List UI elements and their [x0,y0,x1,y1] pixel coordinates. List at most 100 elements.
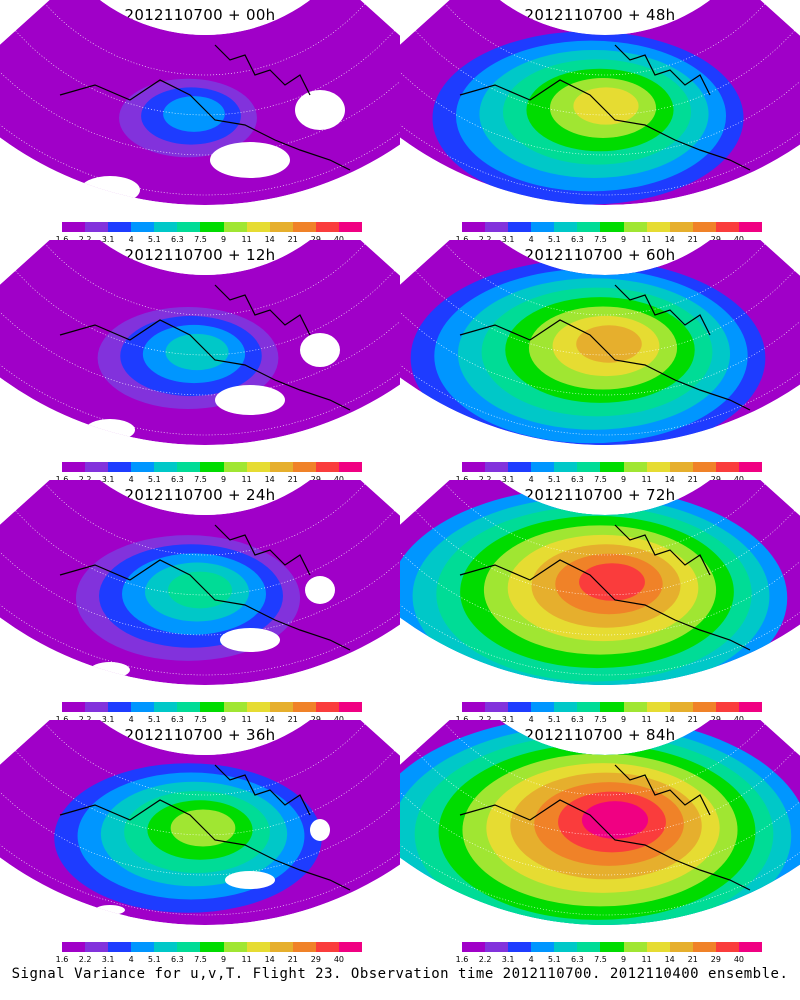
missing-data-region [85,419,135,441]
latitude-line [15,30,395,116]
colorbar-swatch [600,462,624,472]
colorbar-tick-label: 5.1 [147,955,161,964]
colorbar-swatch [531,942,555,952]
colorbar-swatch [715,702,739,712]
colorbar-swatch [577,942,601,952]
missing-data-region [220,628,280,652]
colorbar-swatch [669,222,693,232]
latitude-line [400,364,800,436]
latitude-line [0,364,400,436]
colorbar-swatch [154,222,178,232]
panel-title: 2012110700 + 84h [524,726,676,744]
map-panel: 2012110700 + 00h1.62.23.145.16.37.591114… [0,0,400,250]
map-panel: 2012110700 + 12h1.62.23.145.16.37.591114… [0,240,400,490]
latitude-line [415,270,795,356]
colorbar-tick-label: 6.3 [571,235,584,244]
map-panel: 2012110700 + 48h1.62.23.145.16.37.591114… [400,0,800,250]
contour-region [573,87,639,125]
colorbar-swatch [246,462,270,472]
colorbar-tick-label: 4 [128,955,134,964]
colorbar-tick-label: 4 [528,715,534,724]
colorbar-swatch [131,702,155,712]
colorbar-swatch [531,702,555,712]
panel-title: 2012110700 + 12h [124,246,276,264]
colorbar-tick-label: 5.1 [147,475,161,484]
colorbar-swatch [177,702,201,712]
colorbar-tick-label: 4 [528,475,534,484]
colorbar-swatch [646,222,670,232]
colorbar-tick-label: 21 [287,715,298,724]
missing-data-region [310,819,330,841]
colorbar-swatch [531,222,555,232]
colorbar-tick-label: 7.5 [194,715,207,724]
colorbar-tick-label: 7.5 [594,475,607,484]
latitude-line [445,243,765,316]
colorbar-swatch [292,702,316,712]
colorbar-tick-label: 3.1 [101,955,115,964]
colorbar-swatch [577,462,601,472]
coastline [59,319,351,411]
coastline [459,319,751,411]
variance-map [0,480,400,686]
coastline [214,764,311,816]
colorbar-tick-label: 14 [664,235,675,244]
latitude-line [400,124,800,196]
latitude-line [0,791,400,876]
latitude-line [415,30,795,116]
colorbar-swatch [646,702,670,712]
colorbar-swatch [600,702,624,712]
colorbar-tick-label: 21 [687,475,698,484]
colorbar-tick-label: 7.5 [194,235,207,244]
colorbar-tick-label: 3.1 [501,475,515,484]
colorbar [62,222,363,232]
colorbar-tick-label: 14 [264,715,275,724]
colorbar-swatch [692,222,716,232]
latitude-line [445,3,765,76]
colorbar-tick-label: 9 [220,715,227,724]
contour-region [579,563,645,601]
colorbar-swatch [508,462,532,472]
colorbar-swatch [177,222,201,232]
colorbar-swatch [85,462,109,472]
colorbar-tick-label: 2.2 [78,955,92,964]
latitude-line [400,604,800,676]
latitude-line [15,750,395,836]
colorbar-swatch [738,702,763,712]
colorbar-tick-label: 14 [264,475,275,484]
coastline [614,284,711,336]
colorbar-swatch [223,942,247,952]
coastline [614,44,711,96]
colorbar-swatch [462,702,486,712]
colorbar-swatch [108,942,132,952]
colorbar [462,462,763,472]
colorbar-tick-label: 11 [641,955,652,964]
colorbar-swatch [200,942,224,952]
colorbar-tick-label: 14 [264,955,275,964]
missing-data-region [210,142,290,178]
colorbar-swatch [131,462,155,472]
colorbar-swatch [131,942,155,952]
latitude-line [400,551,800,636]
latitude-line [445,483,765,556]
panel-title: 2012110700 + 00h [124,6,276,24]
colorbar-swatch [223,462,247,472]
variance-map [0,240,400,446]
colorbar-swatch [338,702,363,712]
colorbar-swatch [315,462,339,472]
colorbar-swatch [577,222,601,232]
colorbar-tick-label: 3.1 [501,715,515,724]
colorbar-tick-label: 4 [128,235,134,244]
colorbar-swatch [577,702,601,712]
colorbar-swatch [485,462,509,472]
latitude-line [400,71,800,156]
colorbar-swatch [108,462,132,472]
coastline [59,79,351,171]
colorbar-tick-label: 21 [687,955,698,964]
contour-region [581,801,649,839]
coastline [459,79,751,171]
field-layer [400,480,800,686]
map-panel: 2012110700 + 72h1.62.23.145.16.37.591114… [400,480,800,730]
colorbar-ticks: 1.6 2.2 3.1 4 5.1 6.3 7.5 9 11 14 21 29 40 [456,955,762,965]
colorbar-swatch [338,222,363,232]
coastline [459,799,751,891]
